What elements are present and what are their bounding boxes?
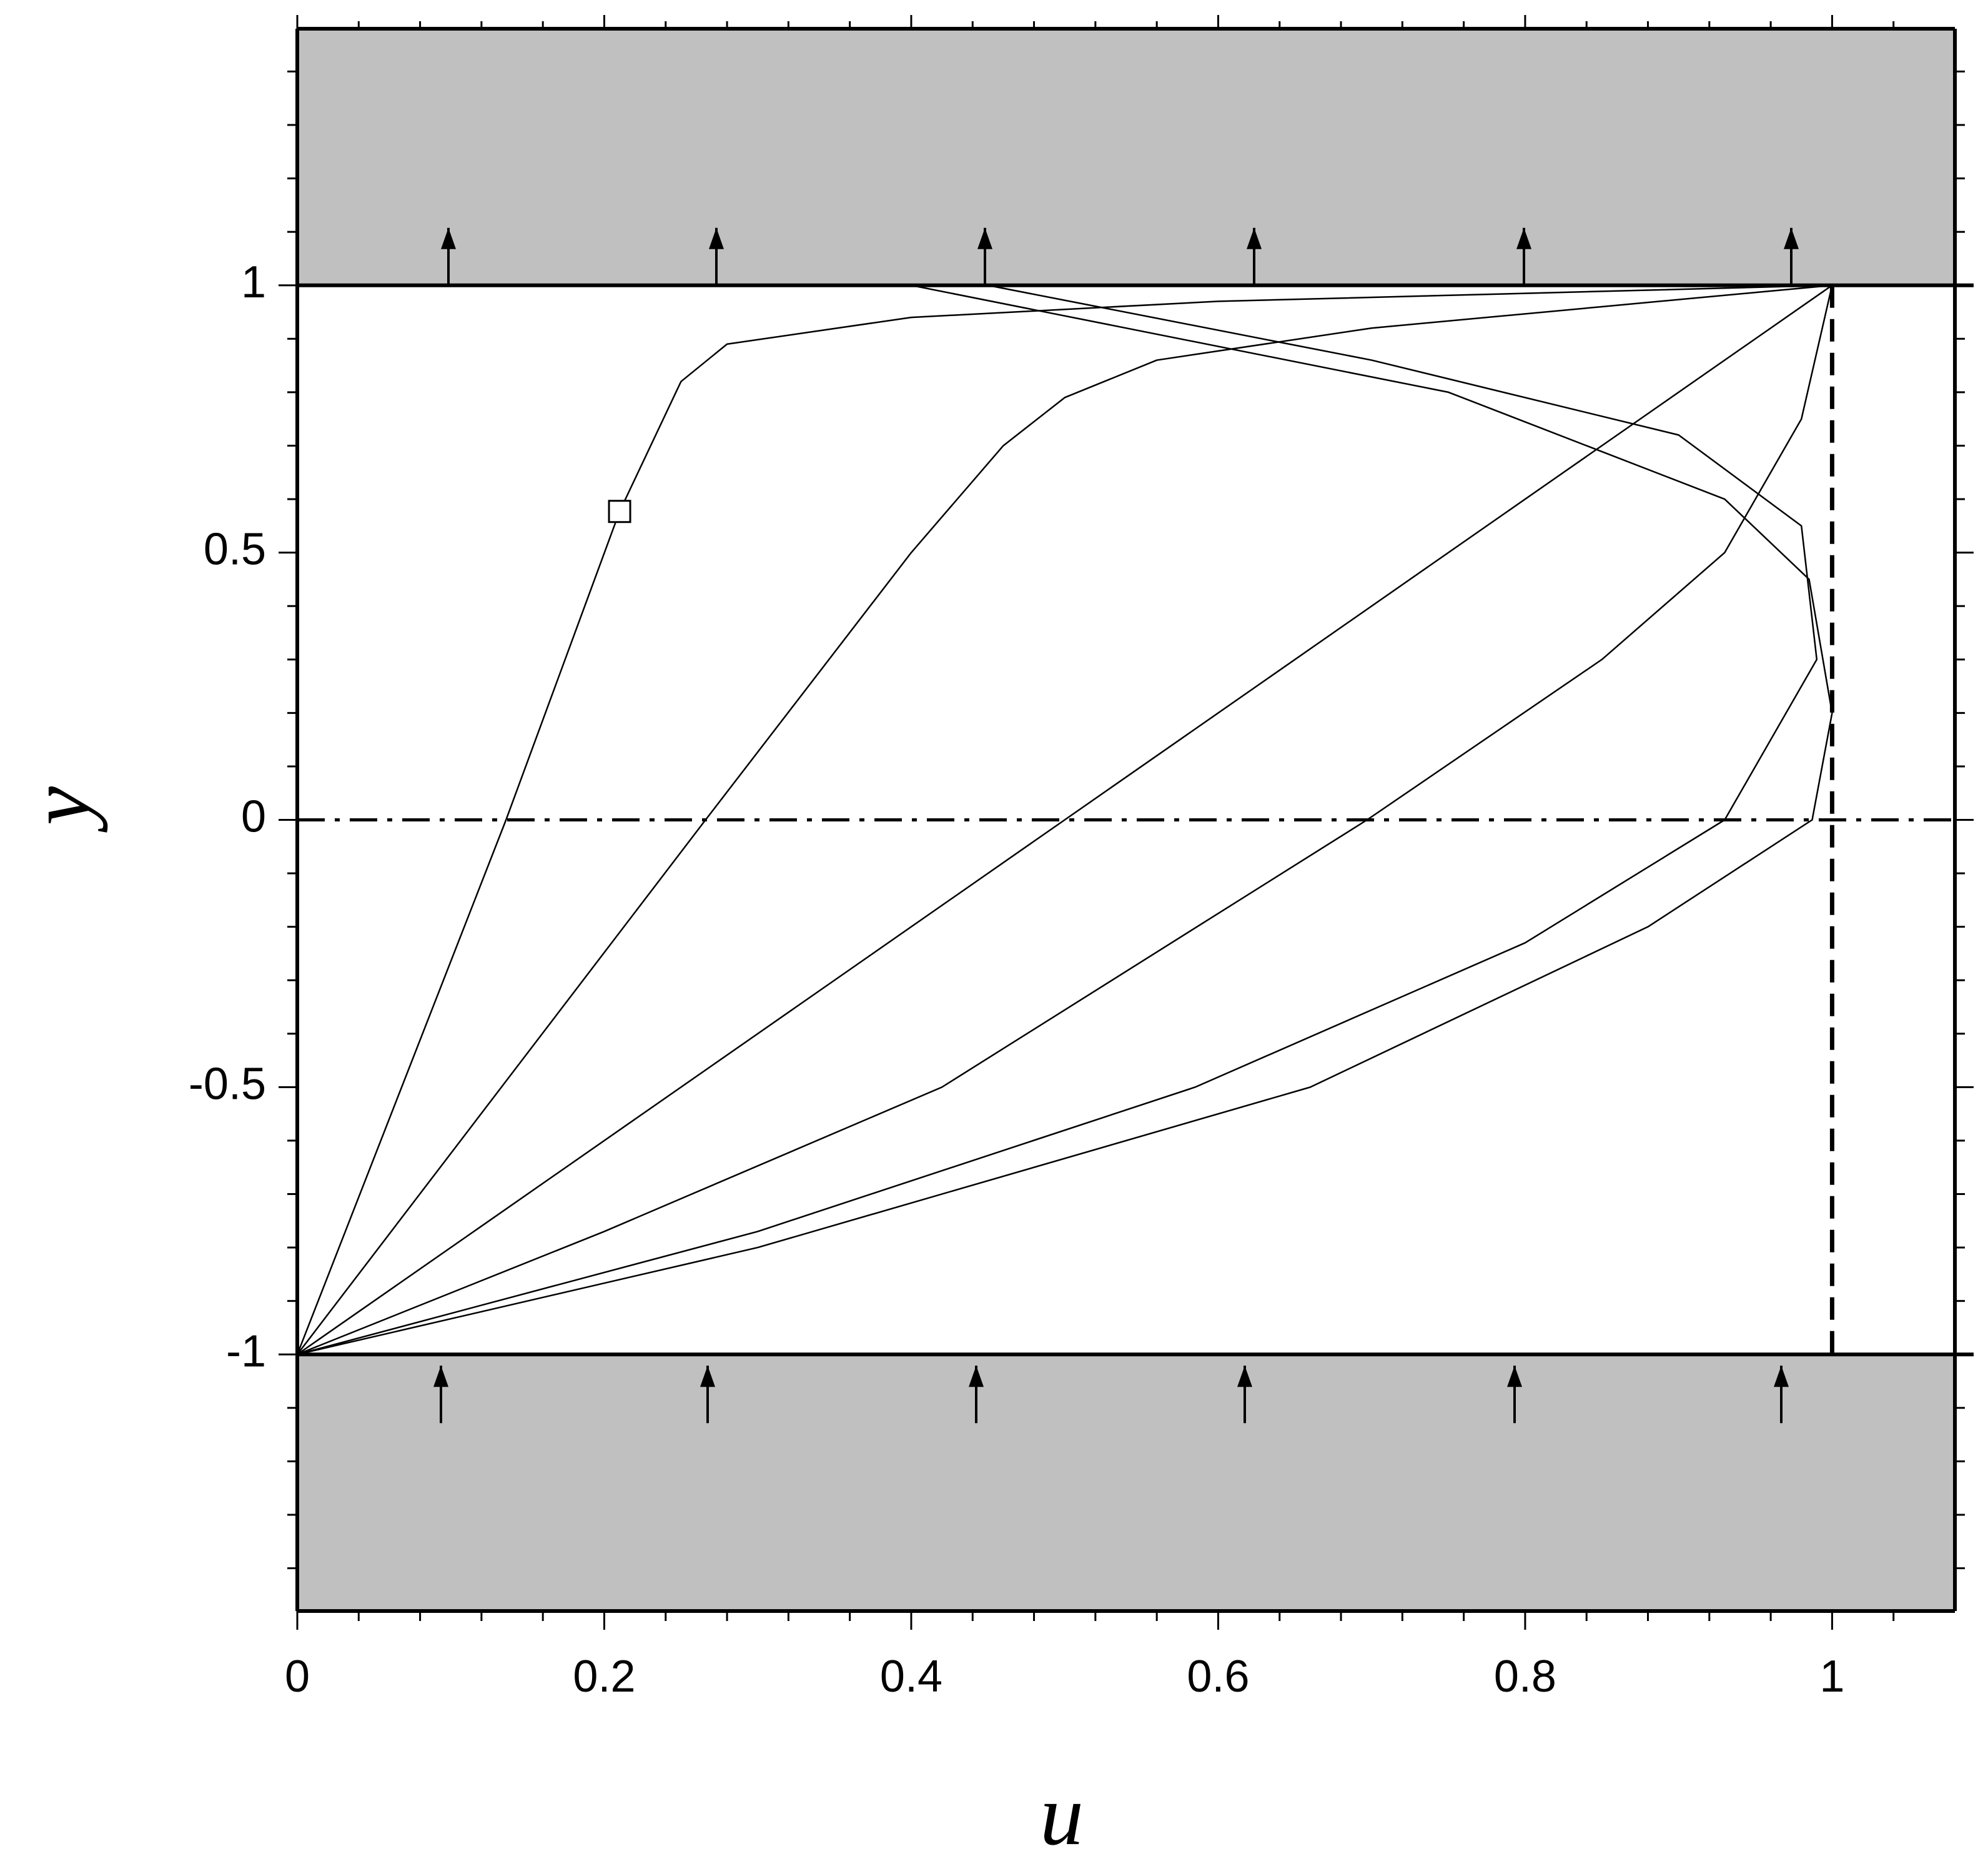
velocity-profile (297, 284, 1818, 1356)
x-tick-label: 0.4 (880, 1652, 942, 1702)
velocity-profile (297, 284, 1833, 1356)
flow-arrow-head (1247, 227, 1262, 249)
flow-arrow-head (969, 1366, 984, 1387)
flow-arrow-head (433, 1366, 448, 1387)
y-tick-label: 0.5 (204, 525, 266, 575)
flow-arrow-head (1237, 1366, 1252, 1387)
x-tick-label: 1 (1819, 1652, 1844, 1702)
y-tick-label: 0 (241, 792, 266, 842)
velocity-profile (297, 285, 1833, 1356)
flow-arrow-head (700, 1366, 715, 1387)
x-axis-title: u (1040, 1767, 1084, 1863)
y-tick-label: -1 (226, 1326, 266, 1376)
flow-arrow-head (1784, 227, 1799, 249)
x-tick-label: 0.2 (573, 1652, 635, 1702)
flow-arrow-head (1516, 227, 1531, 249)
velocity-profile (296, 284, 1832, 1355)
flow-arrow-head (441, 227, 456, 249)
flow-arrow-head (709, 227, 724, 249)
marker (608, 500, 631, 523)
y-tick-label: -0.5 (189, 1059, 266, 1109)
velocity-profile (297, 284, 1833, 1356)
y-tick-label: 1 (241, 257, 266, 307)
flow-arrow-head (1774, 1366, 1789, 1387)
y-axis-title: y (11, 786, 108, 833)
flow-arrow-head (1507, 1366, 1522, 1387)
upper-wall (297, 29, 1955, 285)
velocity-profile (297, 284, 1832, 1355)
x-tick-label: 0.8 (1494, 1652, 1556, 1702)
flow-arrow-head (977, 227, 992, 249)
x-tick-label: 0 (285, 1652, 310, 1702)
lower-wall (297, 1354, 1955, 1611)
x-tick-label: 0.6 (1187, 1652, 1249, 1702)
